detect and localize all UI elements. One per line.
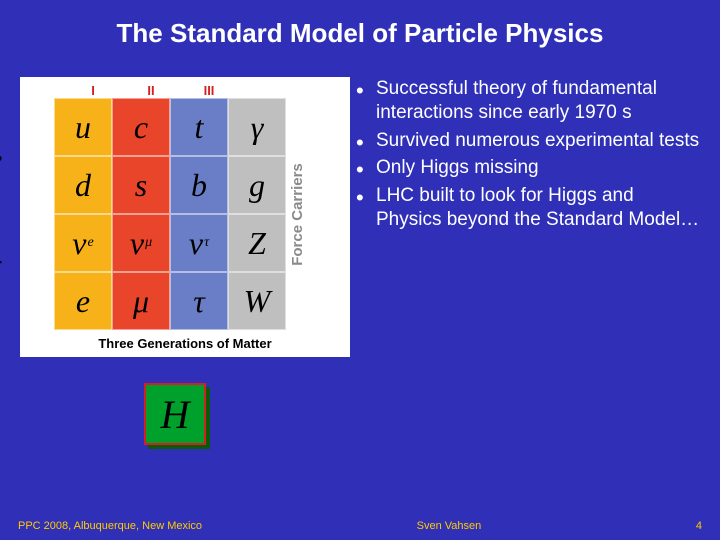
particle-cell: γ <box>228 98 286 156</box>
particle-cell: μ <box>112 272 170 330</box>
grid-area: Quarks Leptons uctγdsbgνeνμντZeμτW Force… <box>30 98 340 330</box>
footer-left: PPC 2008, Albuquerque, New Mexico <box>18 520 202 532</box>
particle-cell: W <box>228 272 286 330</box>
force-carriers-label: Force Carriers <box>289 163 306 266</box>
leptons-label: Leptons <box>0 261 99 283</box>
gen-label-2: II <box>122 83 180 98</box>
particle-cell: νμ <box>112 214 170 272</box>
particle-cell: s <box>112 156 170 214</box>
particle-cell: g <box>228 156 286 214</box>
particle-cell: t <box>170 98 228 156</box>
slide-footer: PPC 2008, Albuquerque, New Mexico Sven V… <box>0 520 720 532</box>
particle-cell: Z <box>228 214 286 272</box>
gen-label-1: I <box>64 83 122 98</box>
generation-labels-row: I II III <box>64 83 340 98</box>
left-column: I II III Quarks Leptons uctγdsbgνeνμντZe… <box>20 77 350 445</box>
bullet-item: Successful theory of fundamental interac… <box>356 77 700 125</box>
particle-cell: τ <box>170 272 228 330</box>
particle-cell: b <box>170 156 228 214</box>
particle-cell: ντ <box>170 214 228 272</box>
particle-cell: c <box>112 98 170 156</box>
footer-right: 4 <box>696 520 702 532</box>
bullet-item: Only Higgs missing <box>356 156 700 180</box>
gen-label-3: III <box>180 83 238 98</box>
quarks-label: Quarks <box>0 145 99 167</box>
sm-figure: I II III Quarks Leptons uctγdsbgνeνμντZe… <box>20 77 350 357</box>
figure-caption: Three Generations of Matter <box>30 336 340 351</box>
force-label-wrap: Force Carriers <box>286 98 308 330</box>
higgs-box: H <box>144 383 206 445</box>
particle-grid: uctγdsbgνeνμντZeμτW <box>54 98 286 330</box>
row-labels: Quarks Leptons <box>30 98 52 330</box>
footer-center: Sven Vahsen <box>417 520 482 532</box>
content-area: I II III Quarks Leptons uctγdsbgνeνμντZe… <box>0 55 720 445</box>
bullet-item: LHC built to look for Higgs and Physics … <box>356 184 700 232</box>
page-title: The Standard Model of Particle Physics <box>0 0 720 55</box>
bullet-list: Successful theory of fundamental interac… <box>350 77 700 445</box>
bullet-item: Survived numerous experimental tests <box>356 129 700 153</box>
